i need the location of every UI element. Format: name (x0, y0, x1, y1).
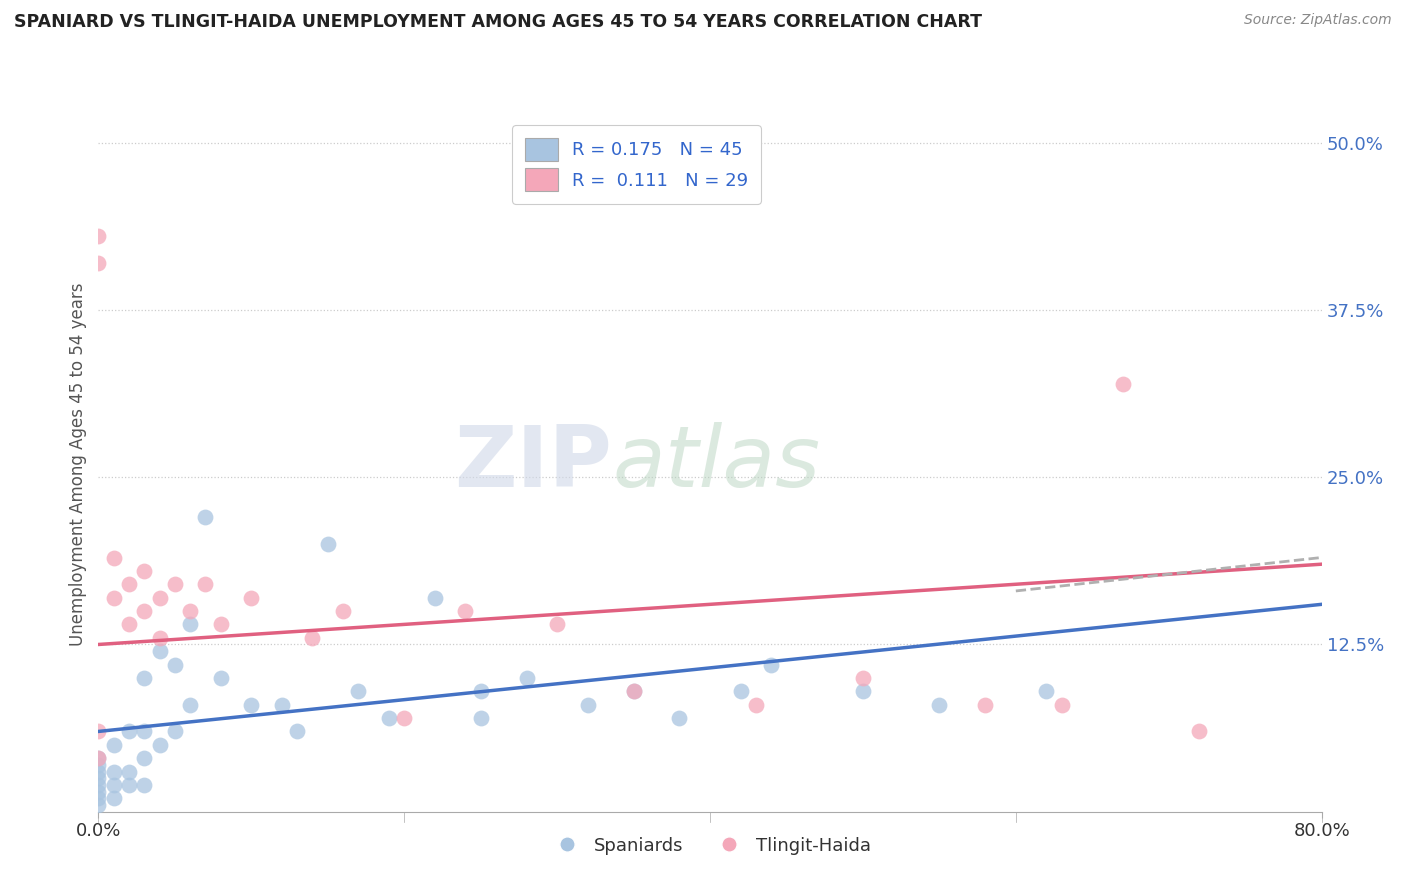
Point (163, 657, 186, 672)
Point (759, 657, 782, 672)
Point (745, 698, 768, 712)
Point (1050, 698, 1073, 712)
Point (87, 764, 110, 779)
Point (576, 698, 599, 712)
Point (332, 604, 354, 618)
Point (623, 684, 645, 698)
Text: Source: ZipAtlas.com: Source: ZipAtlas.com (1244, 13, 1392, 28)
Point (163, 577, 186, 591)
Point (240, 591, 263, 605)
Point (270, 698, 292, 712)
Point (87, 797, 110, 812)
Point (179, 698, 201, 712)
Point (852, 684, 875, 698)
Text: ZIP: ZIP (454, 422, 612, 506)
Point (668, 711, 690, 725)
Point (454, 604, 477, 618)
Point (87, 771, 110, 786)
Point (87, 256, 110, 270)
Point (118, 724, 141, 739)
Point (87, 791, 110, 805)
Legend: Spaniards, Tlingit-Haida: Spaniards, Tlingit-Haida (541, 830, 879, 862)
Point (209, 671, 232, 685)
Point (974, 698, 997, 712)
Point (316, 537, 339, 551)
Point (103, 764, 125, 779)
Point (134, 604, 156, 618)
Point (1188, 724, 1211, 739)
Point (423, 591, 446, 605)
Point (194, 577, 217, 591)
Point (209, 617, 232, 632)
Point (149, 738, 172, 752)
Point (87, 229, 110, 244)
Point (1035, 684, 1057, 698)
Point (149, 644, 172, 658)
Point (285, 724, 308, 739)
Point (470, 711, 492, 725)
Point (103, 591, 125, 605)
Point (118, 764, 141, 779)
Point (928, 698, 950, 712)
Point (163, 724, 186, 739)
Point (134, 564, 156, 578)
Point (87, 751, 110, 765)
Point (730, 684, 752, 698)
Point (103, 738, 125, 752)
Point (347, 684, 370, 698)
Point (516, 671, 538, 685)
Point (470, 684, 492, 698)
Point (87, 785, 110, 799)
Point (87, 758, 110, 772)
Point (623, 684, 645, 698)
Y-axis label: Unemployment Among Ages 45 to 54 years: Unemployment Among Ages 45 to 54 years (69, 282, 87, 646)
Point (118, 617, 141, 632)
Point (301, 631, 323, 645)
Point (546, 617, 568, 632)
Point (134, 724, 156, 739)
Point (149, 631, 172, 645)
Point (103, 778, 125, 792)
Point (179, 617, 201, 632)
Text: SPANIARD VS TLINGIT-HAIDA UNEMPLOYMENT AMONG AGES 45 TO 54 YEARS CORRELATION CHA: SPANIARD VS TLINGIT-HAIDA UNEMPLOYMENT A… (14, 13, 981, 31)
Point (134, 671, 156, 685)
Point (179, 604, 201, 618)
Point (134, 778, 156, 792)
Point (378, 711, 401, 725)
Point (149, 591, 172, 605)
Point (118, 577, 141, 591)
Point (103, 550, 125, 565)
Point (103, 791, 125, 805)
Point (118, 778, 141, 792)
Point (134, 751, 156, 765)
Point (87, 751, 110, 765)
Point (87, 724, 110, 739)
Point (87, 778, 110, 792)
Point (392, 711, 416, 725)
Point (852, 671, 875, 685)
Point (194, 510, 217, 524)
Point (1112, 376, 1135, 391)
Text: atlas: atlas (612, 422, 820, 506)
Point (240, 698, 263, 712)
